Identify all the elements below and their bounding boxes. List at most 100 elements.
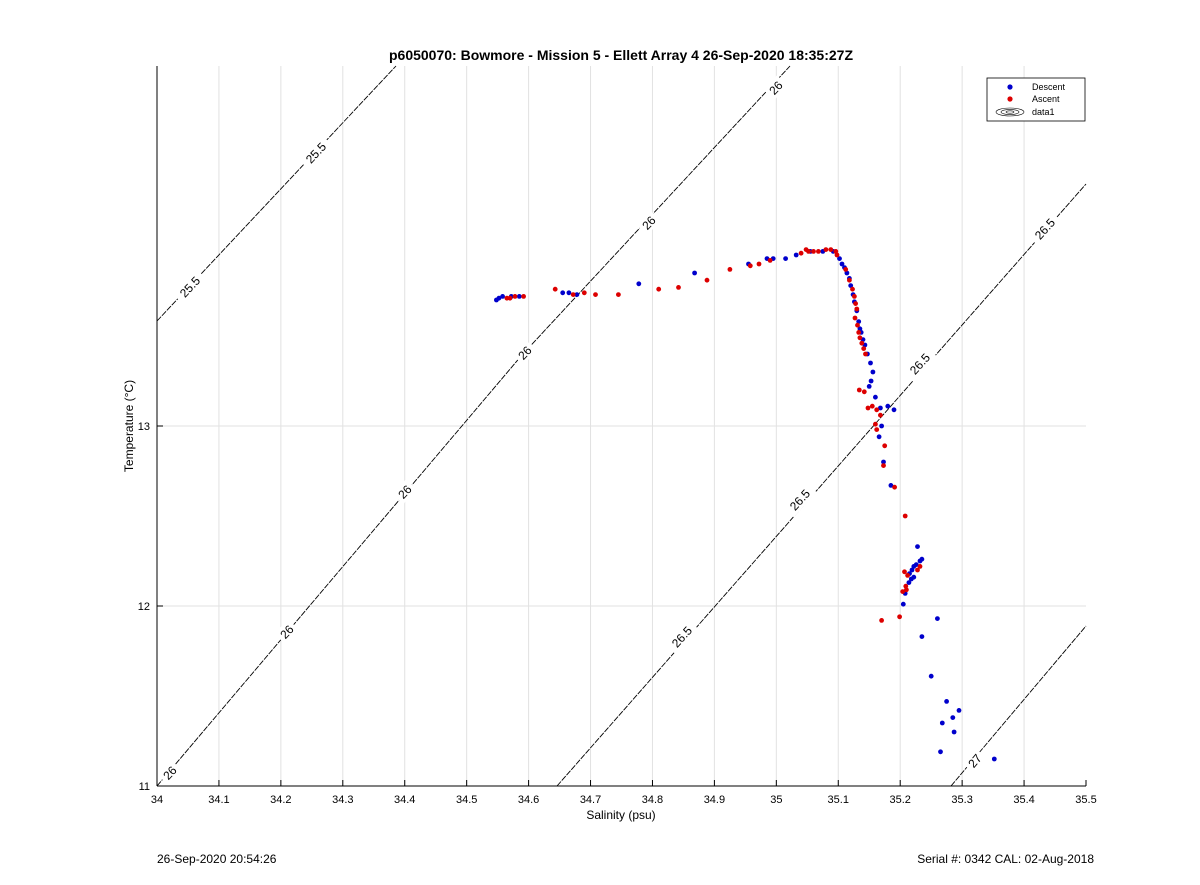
x-tick-label: 34.2 <box>270 794 291 806</box>
isopycnal-line <box>521 65 791 356</box>
ascent-point <box>865 405 871 411</box>
legend-label-ascent: Ascent <box>1032 94 1060 104</box>
ascent-point <box>861 346 867 351</box>
ascent-point <box>856 387 862 393</box>
ascent-point <box>552 286 558 292</box>
ascent-point <box>903 583 909 589</box>
ascent-point <box>856 330 862 335</box>
descent-point <box>783 256 788 261</box>
descent-point <box>951 729 957 735</box>
isopycnal-label: 26 <box>274 619 299 645</box>
grid-layer <box>157 66 1086 786</box>
ascent-point <box>512 294 518 299</box>
descent-point <box>866 384 872 389</box>
ascent-point <box>892 484 897 490</box>
descent-point <box>793 252 799 258</box>
ascent-point <box>902 569 907 575</box>
descent-point <box>496 295 502 301</box>
x-tick-label: 35 <box>770 794 782 806</box>
footer-timestamp: 26-Sep-2020 20:54:26 <box>157 852 277 866</box>
isopycnal-label: 27 <box>962 748 987 774</box>
x-tick-label: 35.5 <box>1075 794 1096 806</box>
isopycnal-label: 26 <box>512 340 537 366</box>
descent-point <box>692 270 697 276</box>
ascent-point <box>507 295 513 301</box>
descent-point <box>888 483 894 488</box>
x-tick-label: 34.3 <box>332 794 353 806</box>
descent-point <box>848 283 854 288</box>
descent-point <box>935 616 940 621</box>
isopycnal-label: 26 <box>763 75 788 101</box>
y-tick-label: 13 <box>138 421 150 433</box>
legend-label-data1: data1 <box>1032 107 1055 117</box>
ascent-point <box>816 249 821 254</box>
ascent-point <box>855 322 860 328</box>
descent-point <box>900 601 906 607</box>
ascent-point <box>828 247 834 253</box>
descent-point <box>991 756 997 762</box>
ascent-point <box>897 614 902 620</box>
ascent-point <box>811 249 816 254</box>
descent-point <box>928 673 934 679</box>
x-tick-label: 34.5 <box>456 794 477 806</box>
ascent-point <box>853 301 858 306</box>
ascent-point <box>852 294 857 299</box>
descent-point <box>906 580 912 585</box>
ascent-point <box>747 263 753 269</box>
ascent-point <box>869 403 875 409</box>
descent-point <box>566 290 572 296</box>
descent-point <box>891 407 897 413</box>
ascent-point <box>521 294 526 299</box>
footer-serial-cal: Serial #: 0342 CAL: 02-Aug-2018 <box>917 852 1094 866</box>
descent-point <box>919 634 925 639</box>
descent-point <box>950 715 956 720</box>
x-tick-label: 35.3 <box>951 794 972 806</box>
ascent-point <box>833 249 839 254</box>
ascent-point <box>570 292 576 297</box>
ascent-point <box>882 443 888 449</box>
isopycnal-line <box>556 183 1087 787</box>
chart-title: p6050070: Bowmore - Mission 5 - Ellett A… <box>389 47 853 63</box>
descent-point <box>837 256 842 261</box>
legend-marker-descent <box>1007 84 1013 90</box>
x-tick-label: 34.4 <box>394 794 415 806</box>
ascent-point <box>874 407 880 413</box>
legend-marker-ascent <box>1007 96 1013 102</box>
ascent-point <box>756 261 762 267</box>
isopycnal-line <box>950 625 1087 787</box>
ascent-point <box>874 427 880 432</box>
descent-point <box>881 459 886 465</box>
isopycnal-label: 26.5 <box>1027 211 1062 247</box>
ascent-point <box>857 335 863 341</box>
descent-point <box>516 294 522 299</box>
ascent-point <box>704 277 710 283</box>
ascent-point <box>859 340 865 346</box>
ascent-point <box>593 292 598 297</box>
ascent-point <box>823 247 829 253</box>
x-tick-label: 34.6 <box>518 794 539 806</box>
ascent-point <box>767 258 773 263</box>
ascent-point <box>616 292 621 297</box>
isopycnal-label: 26 <box>392 479 417 505</box>
x-tick-label: 35.2 <box>889 794 910 806</box>
isopycnal-label: 26 <box>636 210 661 236</box>
descent-point <box>885 403 891 409</box>
ascent-point <box>581 290 587 296</box>
ascent-point <box>843 267 849 272</box>
x-tick-label: 34.7 <box>580 794 601 806</box>
ascent-point <box>656 286 662 292</box>
ascent-point <box>878 412 883 418</box>
ascent-point <box>850 286 855 292</box>
ascent-point <box>854 306 860 312</box>
x-tick-label: 34.9 <box>704 794 725 806</box>
ascent-point <box>806 249 811 254</box>
descent-point <box>868 360 873 366</box>
descent-point <box>911 564 917 569</box>
scatter-points <box>494 247 997 762</box>
descent-point <box>856 319 862 324</box>
descent-point <box>879 423 884 429</box>
ascent-point <box>873 421 878 427</box>
isopycnal-line <box>156 354 523 787</box>
descent-point <box>876 434 882 440</box>
